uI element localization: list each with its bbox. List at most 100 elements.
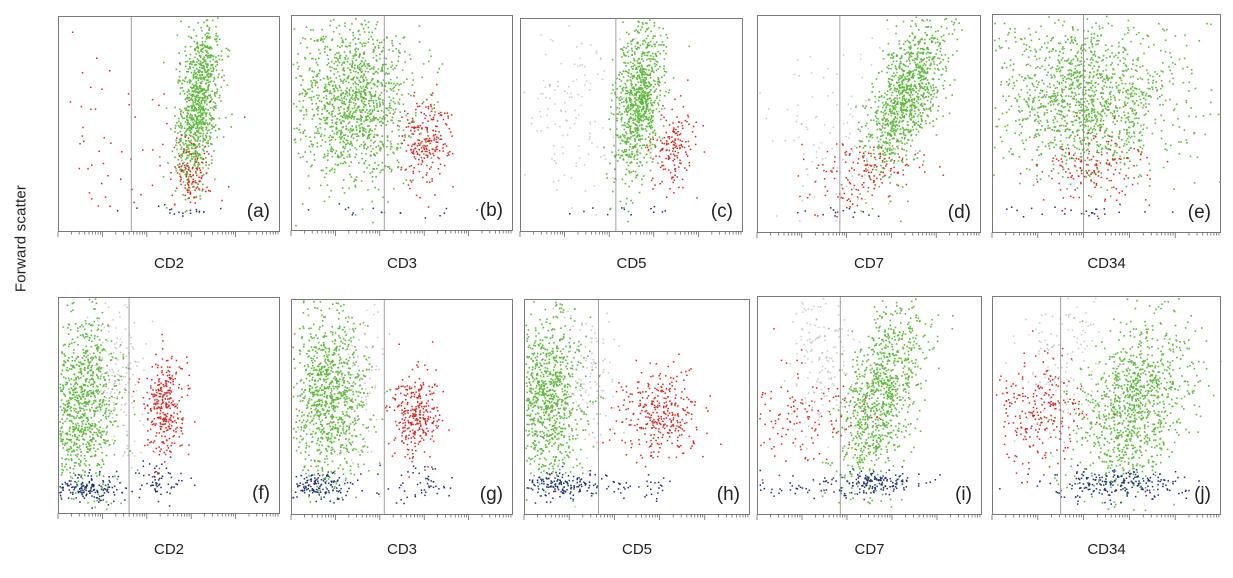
event-point [920, 115, 923, 117]
event-point [379, 105, 381, 108]
event-point [623, 46, 625, 49]
event-point [629, 108, 632, 111]
event-point [370, 99, 373, 102]
event-point [366, 63, 369, 65]
event-point [194, 202, 196, 204]
event-point [636, 78, 638, 80]
event-point [310, 29, 312, 31]
event-point [364, 160, 367, 162]
event-point [897, 147, 899, 150]
event-point [197, 154, 200, 157]
event-point [658, 44, 660, 46]
event-point [912, 129, 914, 131]
event-point [909, 62, 911, 65]
event-point [904, 102, 907, 105]
event-point [207, 75, 209, 78]
event-point [339, 119, 341, 121]
event-point [638, 165, 640, 167]
event-point [578, 157, 581, 159]
event-point [553, 145, 555, 147]
event-point [343, 161, 346, 163]
event-point [632, 147, 635, 150]
event-point [330, 111, 333, 113]
event-point [207, 36, 209, 39]
event-point [625, 84, 627, 86]
event-point [665, 90, 667, 93]
event-point [386, 146, 388, 148]
population-red-1 [170, 134, 223, 205]
event-point [932, 125, 934, 128]
event-point [661, 211, 664, 213]
event-point [381, 68, 383, 70]
event-point [641, 96, 644, 98]
event-point [640, 101, 642, 104]
event-point [381, 68, 383, 71]
event-point [644, 91, 646, 93]
event-point [207, 87, 209, 89]
event-point [895, 32, 897, 35]
event-point [652, 188, 654, 190]
event-point [357, 105, 359, 108]
event-point [358, 56, 360, 58]
event-point [174, 127, 177, 129]
event-point [639, 115, 642, 117]
event-point [196, 159, 198, 162]
event-point [865, 202, 867, 204]
event-point [157, 205, 160, 207]
event-point [924, 77, 926, 80]
event-point [627, 62, 629, 64]
event-point [914, 107, 916, 110]
event-point [372, 68, 375, 70]
event-point [924, 103, 926, 106]
event-point [396, 159, 399, 162]
event-point [562, 152, 564, 154]
event-point [668, 136, 670, 138]
event-point [892, 60, 895, 63]
event-point [641, 128, 644, 131]
event-point [893, 84, 895, 87]
event-point [401, 69, 404, 71]
event-point [363, 51, 366, 53]
event-point [322, 96, 325, 99]
event-point [196, 41, 198, 44]
event-point [218, 58, 221, 61]
event-point [639, 94, 642, 97]
event-point [928, 92, 930, 94]
event-point [919, 112, 922, 114]
event-point [653, 143, 656, 146]
event-point [641, 90, 644, 93]
event-point [192, 77, 195, 80]
event-point [912, 52, 914, 55]
event-point [685, 169, 688, 171]
event-point [634, 114, 637, 117]
event-point [354, 37, 356, 39]
event-point [897, 153, 899, 155]
event-point [621, 48, 623, 50]
event-point [424, 150, 427, 153]
event-point [425, 154, 427, 156]
event-point [330, 189, 332, 192]
event-point [195, 167, 198, 169]
event-point [206, 132, 208, 134]
event-point [914, 35, 916, 38]
event-point [371, 109, 374, 111]
event-point [316, 73, 319, 76]
event-point [349, 51, 352, 54]
event-point [192, 86, 195, 89]
event-point [891, 79, 893, 81]
event-point [895, 120, 898, 122]
event-point [663, 116, 665, 119]
event-point [194, 106, 196, 109]
event-point [399, 111, 401, 113]
event-point [630, 113, 632, 115]
event-point [917, 76, 920, 79]
event-point [331, 104, 334, 107]
event-point [214, 91, 216, 94]
event-point [629, 138, 632, 140]
event-point [428, 152, 431, 154]
event-point [938, 62, 941, 65]
event-point [379, 146, 382, 149]
event-point [625, 109, 627, 111]
event-point [405, 126, 408, 128]
event-point [200, 26, 202, 29]
